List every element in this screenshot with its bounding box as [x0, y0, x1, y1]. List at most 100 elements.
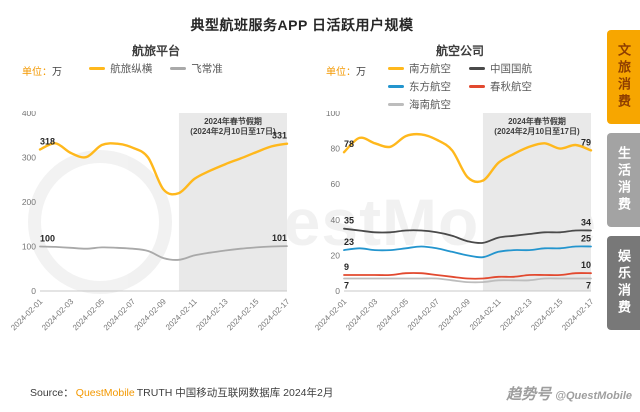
y-tick-label: 200: [22, 197, 36, 207]
holiday-band: [482, 113, 591, 291]
y-tick-label: 20: [331, 250, 341, 260]
chart-header: 单位：万 南方航空 中国国航东方航空 春秋航空海南航空: [314, 58, 606, 111]
holiday-band-label: 2024年春节假期: [204, 116, 262, 126]
holiday-band-label: (2024年2月10日至17日): [494, 126, 580, 136]
legend-label: 中国国航: [490, 63, 532, 75]
x-tick-label: 2024-02-15: [225, 297, 261, 333]
series-line: [343, 272, 592, 280]
charts-row: 航旅平台 单位：万 航旅纵横 飞常准 2024年春节假期 (2024年2月10日至1…: [10, 42, 606, 341]
watermark-handle-text: @QuestMobile: [555, 390, 632, 402]
x-tick-label: 2024-02-05: [375, 297, 411, 333]
legend: 南方航空 中国国航东方航空 春秋航空海南航空: [388, 61, 532, 112]
legend-marker: [388, 67, 404, 70]
holiday-band: [178, 113, 287, 291]
legend-marker: [89, 67, 106, 70]
unit-value: 万: [52, 67, 62, 78]
series-line: [343, 245, 592, 259]
source-line: Source： QuestMobile TRUTH 中国移动互联网数据库 2024年…: [30, 385, 333, 400]
x-tick-label: 2024-02-13: [498, 297, 534, 333]
source-rest: TRUTH 中国移动互联网数据库 2024年2月: [136, 387, 334, 399]
side-tab-文旅消费[interactable]: 文旅消费: [607, 30, 640, 124]
value-label: 78: [344, 139, 354, 149]
line-chart-plot: 2024年春节假期 (2024年2月10日至17日) 0 20 40 60 80 100 202…: [314, 111, 606, 341]
legend-item: 中国国航: [469, 61, 532, 76]
legend-marker: [469, 67, 485, 70]
chart-block: 航旅平台 单位：万 航旅纵横 飞常准 2024年春节假期 (2024年2月10日至1…: [10, 42, 302, 341]
legend: 航旅纵横 飞常准: [89, 61, 223, 76]
unit-label: 单位：万: [326, 63, 366, 78]
unit-prefix: 单位：: [326, 67, 356, 78]
legend-marker: [170, 67, 187, 70]
side-tab-生活消费[interactable]: 生活消费: [607, 133, 640, 227]
series-line: [342, 132, 593, 184]
x-tick-label: 2024-02-01: [10, 297, 45, 333]
y-tick-label: 60: [331, 179, 341, 189]
holiday-band-label: 2024年春节假期: [508, 116, 566, 126]
x-tick-label: 2024-02-13: [194, 297, 230, 333]
legend-label: 春秋航空: [490, 81, 532, 93]
legend-label: 航旅纵横: [110, 63, 153, 75]
side-tabs: 文旅消费生活消费娱乐消费: [607, 30, 640, 330]
chart-block: 航空公司 单位：万 南方航空 中国国航 东方航空 春秋航空 海南航空 2024年春节假期…: [314, 42, 606, 341]
legend-label: 海南航空: [409, 99, 451, 111]
value-label: 9: [344, 262, 349, 272]
legend-item: 飞常准: [170, 61, 223, 76]
x-tick-label: 2024-02-17: [256, 297, 292, 333]
value-label: 100: [40, 234, 55, 244]
chart-canvas: 2024年春节假期(2024年2月10日至17日) 0 20 40 60 80 100 202…: [314, 111, 596, 333]
holiday-band-label: (2024年2月10日至17日): [190, 126, 276, 136]
chart-title: 航旅平台: [131, 44, 180, 58]
unit-prefix: 单位：: [22, 67, 52, 78]
value-label: 23: [344, 237, 354, 247]
line-chart-plot: 2024年春节假期 (2024年2月10日至17日) 0 100 200 300 400 20…: [10, 111, 302, 341]
unit-label: 单位：万: [22, 63, 62, 78]
x-tick-label: 2024-02-01: [314, 297, 349, 333]
source-prefix: Source：: [30, 387, 74, 399]
value-label: 10: [581, 260, 591, 270]
legend-label: 东方航空: [409, 81, 451, 93]
x-tick-label: 2024-02-09: [133, 297, 169, 333]
x-tick-label: 2024-02-07: [406, 297, 442, 333]
legend-item: 海南航空: [388, 97, 451, 112]
value-label: 7: [586, 281, 591, 291]
source-brand: QuestMobile: [75, 387, 135, 399]
side-tab-娱乐消费[interactable]: 娱乐消费: [607, 236, 640, 330]
value-label: 101: [272, 233, 287, 243]
value-label: 79: [581, 137, 591, 147]
x-tick-label: 2024-02-03: [344, 297, 380, 333]
legend-marker: [469, 85, 485, 88]
x-tick-label: 2024-02-17: [560, 297, 596, 333]
x-tick-label: 2024-02-09: [437, 297, 473, 333]
x-tick-label: 2024-02-15: [529, 297, 565, 333]
unit-value: 万: [356, 67, 366, 78]
legend-label: 南方航空: [409, 63, 451, 75]
y-tick-label: 40: [331, 215, 341, 225]
legend-item: 南方航空: [388, 61, 451, 76]
x-tick-label: 2024-02-07: [102, 297, 138, 333]
value-label: 35: [344, 216, 354, 226]
chart-canvas: 2024年春节假期(2024年2月10日至17日) 0 100 200 300 400 20…: [10, 111, 292, 333]
value-label: 34: [581, 217, 591, 227]
value-label: 331: [272, 131, 287, 141]
legend-item: 航旅纵横: [89, 61, 152, 76]
y-tick-label: 0: [335, 286, 340, 296]
y-tick-label: 100: [326, 111, 340, 118]
value-label: 318: [40, 136, 55, 146]
value-label: 7: [344, 281, 349, 291]
x-tick-label: 2024-02-03: [40, 297, 76, 333]
y-tick-label: 0: [31, 286, 36, 296]
y-tick-label: 400: [22, 111, 36, 118]
series-line: [343, 277, 592, 284]
bottom-right-watermark: 趋势号 @QuestMobile: [506, 383, 632, 404]
series-line: [39, 245, 288, 261]
legend-item: 东方航空: [388, 79, 451, 94]
value-label: 25: [581, 234, 591, 244]
legend-marker: [388, 85, 404, 88]
page-title: 典型航班服务APP 日活跃用户规模: [190, 17, 414, 33]
legend-label: 飞常准: [191, 63, 223, 75]
y-tick-label: 300: [22, 153, 36, 163]
legend-item: 春秋航空: [469, 79, 532, 94]
series-line: [38, 142, 289, 196]
watermark-cn-text: 趋势号: [506, 386, 552, 403]
legend-marker: [388, 103, 404, 106]
